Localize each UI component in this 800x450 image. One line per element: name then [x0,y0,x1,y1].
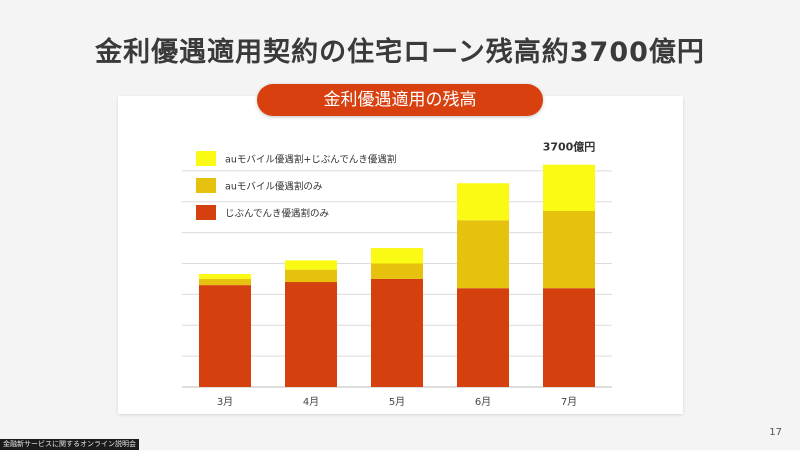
bar-segment-electric-only [543,288,595,387]
bar-segment-both [543,164,595,212]
x-tick-label: 6月 [475,396,491,408]
x-tick-label: 4月 [303,396,319,408]
bar-segment-mobile-only [371,263,423,279]
x-tick-label: 7月 [561,396,577,408]
x-tick-label: 3月 [217,396,233,408]
legend-label: じぶんでんき優遇割のみ [225,208,329,220]
legend-swatch [196,151,216,166]
slide-title: 金利優遇適用契約の住宅ローン残高約3700億円 [95,37,705,68]
bar-segment-mobile-only [543,211,595,289]
bar-segment-both [457,183,509,221]
bar-segment-mobile-only [457,220,509,289]
legend-swatch [196,205,216,220]
bar-segment-electric-only [371,278,423,387]
legend-label: auモバイル優遇割+じぶんでんき優遇割 [225,154,396,166]
bar-segment-mobile-only [285,269,337,283]
x-tick-label: 5月 [389,396,405,408]
bar-segment-electric-only [285,282,337,387]
bar-segment-both [199,273,251,279]
chart-title: 金利優遇適用の残高 [257,84,543,116]
bar-segment-both [285,260,337,270]
bar-segment-electric-only [199,285,251,387]
legend-swatch [196,178,216,193]
total-annotation: 3700億円 [543,140,596,154]
page-number: 17 [769,427,782,438]
legend-label: auモバイル優遇割のみ [225,181,322,193]
bar-segment-mobile-only [199,278,251,286]
footer-caption: 金融新サービスに関するオンライン説明会 [0,439,139,450]
bar-segment-both [371,248,423,264]
bar-segment-electric-only [457,288,509,387]
